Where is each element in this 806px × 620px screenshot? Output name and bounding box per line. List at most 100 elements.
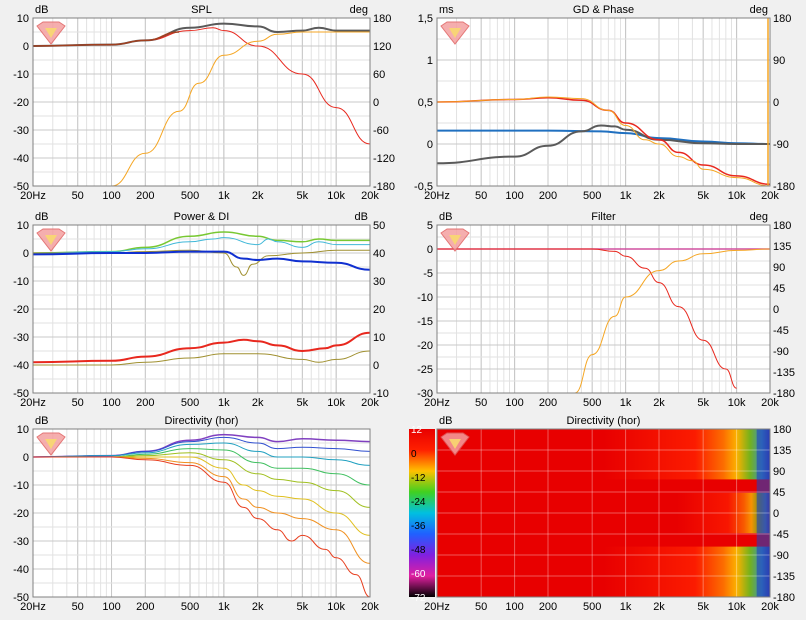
y-tick-label: -30 bbox=[13, 536, 29, 548]
x-tick-label: 2k bbox=[653, 190, 665, 202]
x-tick-label: 200 bbox=[539, 601, 557, 613]
x-tick-label: 500 bbox=[583, 601, 601, 613]
x-tick-label: 20Hz bbox=[424, 601, 450, 613]
y2-tick-label: 45 bbox=[773, 487, 785, 499]
left-unit-label: dB bbox=[439, 415, 452, 427]
y-tick-label: -40 bbox=[13, 153, 29, 165]
y-tick-label: -25 bbox=[417, 364, 433, 376]
y2-tick-label: -90 bbox=[773, 139, 789, 151]
y2-tick-label: -45 bbox=[773, 325, 789, 337]
x-tick-label: 100 bbox=[505, 397, 523, 409]
chart-directivity_lines: Directivity (hor)dB100-10-20-30-40-5020H… bbox=[13, 415, 379, 613]
series-line bbox=[574, 248, 770, 393]
x-tick-label: 200 bbox=[136, 190, 154, 202]
x-tick-label: 5k bbox=[297, 190, 309, 202]
x-tick-label: 10k bbox=[728, 397, 746, 409]
x-tick-label: 1k bbox=[218, 190, 230, 202]
y2-tick-label: 60 bbox=[373, 69, 385, 81]
y-tick-label: -10 bbox=[13, 69, 29, 81]
x-tick-label: 5k bbox=[697, 601, 709, 613]
colorbar-tick: 0 bbox=[411, 449, 417, 460]
x-tick-label: 100 bbox=[505, 190, 523, 202]
x-tick-label: 20Hz bbox=[20, 601, 46, 613]
right-unit-label: dB bbox=[355, 211, 368, 223]
series-line bbox=[33, 456, 370, 564]
y-tick-label: -30 bbox=[417, 388, 433, 400]
rew-logo-icon bbox=[440, 432, 470, 456]
y-tick-label: 0 bbox=[427, 244, 433, 256]
y-tick-label: -15 bbox=[417, 316, 433, 328]
rew-logo-icon bbox=[440, 228, 470, 252]
x-tick-label: 2k bbox=[252, 190, 264, 202]
x-tick-label: 20k bbox=[761, 601, 779, 613]
y2-tick-label: -180 bbox=[773, 592, 795, 604]
series-line bbox=[437, 97, 770, 186]
y2-tick-label: -180 bbox=[773, 181, 795, 193]
series-line bbox=[33, 442, 370, 466]
y-tick-label: -20 bbox=[417, 340, 433, 352]
y2-tick-label: 10 bbox=[373, 332, 385, 344]
x-tick-label: 50 bbox=[72, 601, 84, 613]
series-line bbox=[33, 350, 370, 366]
series-line bbox=[33, 456, 370, 597]
y2-tick-label: -90 bbox=[773, 550, 789, 562]
y-tick-label: -20 bbox=[13, 97, 29, 109]
x-tick-label: 100 bbox=[102, 397, 120, 409]
series-line bbox=[33, 231, 370, 254]
x-tick-label: 10k bbox=[327, 397, 345, 409]
right-unit-label: deg bbox=[750, 211, 768, 223]
x-tick-label: 200 bbox=[136, 601, 154, 613]
x-tick-label: 5k bbox=[297, 397, 309, 409]
x-tick-label: 50 bbox=[72, 190, 84, 202]
plot-border bbox=[32, 224, 371, 394]
y2-tick-label: -10 bbox=[373, 388, 389, 400]
y-tick-label: -10 bbox=[13, 480, 29, 492]
y-tick-label: 0 bbox=[23, 452, 29, 464]
y2-tick-label: 90 bbox=[773, 262, 785, 274]
x-tick-label: 50 bbox=[72, 397, 84, 409]
y2-tick-label: -120 bbox=[373, 153, 395, 165]
y-tick-label: 10 bbox=[17, 13, 29, 25]
y2-tick-label: 30 bbox=[373, 276, 385, 288]
y-tick-label: 0,5 bbox=[418, 97, 433, 109]
heatmap-lobe bbox=[603, 429, 770, 480]
x-tick-label: 2k bbox=[653, 397, 665, 409]
plot-border bbox=[436, 224, 771, 394]
x-tick-label: 20Hz bbox=[424, 190, 450, 202]
series-line bbox=[437, 96, 770, 186]
rew-logo-icon bbox=[36, 228, 66, 252]
colorbar-tick: -48 bbox=[411, 545, 426, 556]
x-tick-label: 20k bbox=[761, 190, 779, 202]
colorbar-tick: -24 bbox=[411, 497, 426, 508]
x-tick-label: 1k bbox=[620, 601, 632, 613]
y-tick-label: -40 bbox=[13, 360, 29, 372]
x-tick-label: 20k bbox=[761, 397, 779, 409]
series-line bbox=[33, 331, 370, 364]
y2-tick-label: 180 bbox=[773, 424, 791, 436]
y-tick-label: -10 bbox=[417, 292, 433, 304]
y-tick-label: -20 bbox=[13, 304, 29, 316]
left-unit-label: dB bbox=[439, 211, 452, 223]
series-group bbox=[33, 433, 370, 597]
x-tick-label: 2k bbox=[252, 601, 264, 613]
heatmap-lobe bbox=[603, 546, 770, 597]
x-tick-label: 10k bbox=[728, 601, 746, 613]
y2-tick-label: 135 bbox=[773, 241, 791, 253]
colorbar bbox=[409, 429, 435, 597]
x-tick-label: 10k bbox=[728, 190, 746, 202]
y2-tick-label: -135 bbox=[773, 367, 795, 379]
colorbar-tick: -72 bbox=[411, 593, 426, 604]
y2-tick-label: 50 bbox=[373, 220, 385, 232]
y-tick-label: 0 bbox=[427, 139, 433, 151]
y-tick-label: -0,5 bbox=[414, 181, 433, 193]
plot-border bbox=[436, 17, 771, 187]
y2-tick-label: -180 bbox=[773, 388, 795, 400]
chart-title: Filter bbox=[591, 211, 616, 223]
y2-tick-label: -45 bbox=[773, 529, 789, 541]
rew-logo-icon bbox=[36, 432, 66, 456]
x-tick-label: 5k bbox=[697, 190, 709, 202]
y2-tick-label: 45 bbox=[773, 283, 785, 295]
plot-border bbox=[32, 17, 371, 187]
